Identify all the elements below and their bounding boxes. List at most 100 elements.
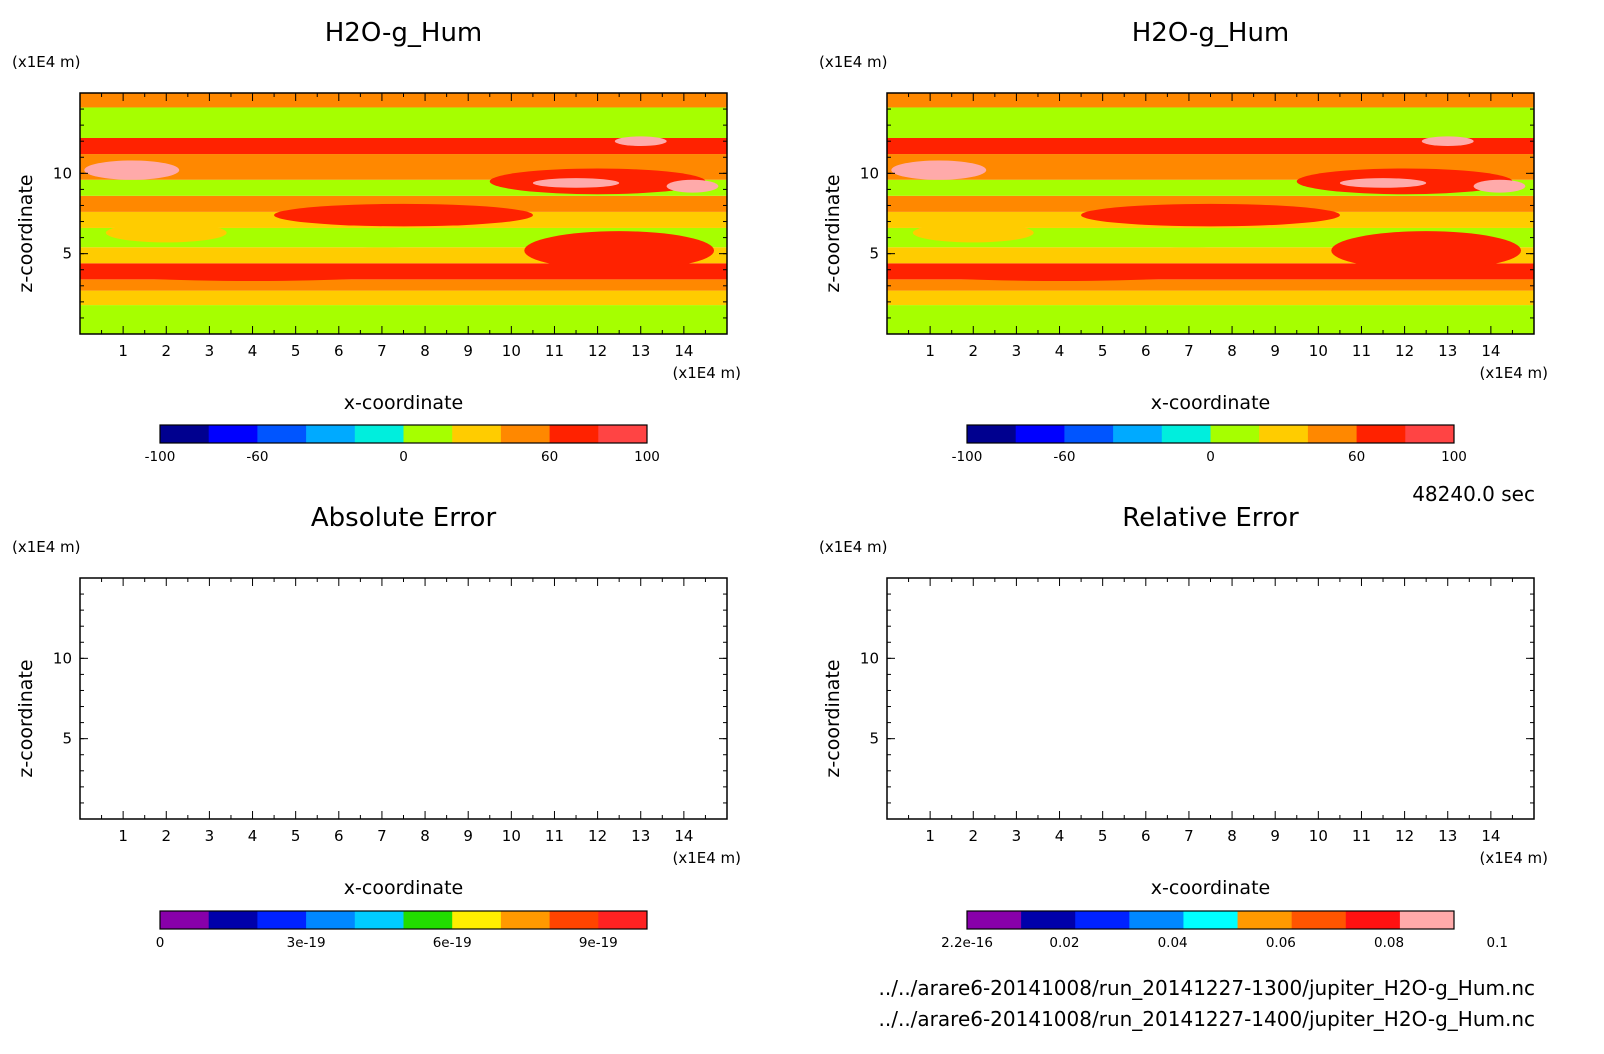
colorbar-swatch bbox=[403, 911, 453, 929]
colorbar-swatch bbox=[257, 911, 307, 929]
x-tick-label: 12 bbox=[1395, 827, 1414, 845]
plot-frame bbox=[886, 577, 1535, 820]
x-axis-label: x-coordinate bbox=[1151, 392, 1270, 414]
x-unit-label: (x1E4 m) bbox=[672, 364, 741, 382]
x-tick-label: 7 bbox=[377, 342, 387, 360]
colorbar-label: 0 bbox=[399, 449, 408, 465]
x-axis-label: x-coordinate bbox=[1151, 877, 1270, 899]
humidity-field bbox=[80, 93, 727, 334]
colorbar-frame bbox=[159, 910, 648, 930]
field-blob bbox=[532, 178, 620, 188]
colorbar-label: -60 bbox=[1053, 449, 1075, 465]
field-band bbox=[80, 93, 727, 108]
x-tick-label: 14 bbox=[674, 827, 693, 845]
x-tick-label: 12 bbox=[588, 827, 607, 845]
x-unit-label: (x1E4 m) bbox=[1479, 364, 1548, 382]
field-blob bbox=[891, 160, 987, 180]
field-blob bbox=[614, 136, 667, 147]
colorbar-swatch bbox=[306, 911, 356, 929]
colorbar-swatch bbox=[549, 911, 599, 929]
colorbar-label: 60 bbox=[541, 449, 558, 465]
field-blob bbox=[1111, 231, 1267, 248]
x-tick-label: 1 bbox=[925, 827, 935, 845]
x-tick-label: 8 bbox=[1227, 827, 1237, 845]
colorbar-swatch bbox=[1259, 425, 1309, 443]
field-blob bbox=[666, 179, 719, 193]
colorbar-label: 100 bbox=[634, 449, 660, 465]
field-band bbox=[80, 107, 727, 138]
x-tick-label: 12 bbox=[1395, 342, 1414, 360]
x-tick-label: 3 bbox=[205, 827, 215, 845]
x-tick-label: 13 bbox=[1438, 827, 1457, 845]
x-tick-label: 1 bbox=[118, 827, 128, 845]
x-tick-label: 5 bbox=[1098, 827, 1108, 845]
x-tick-label: 2 bbox=[161, 827, 171, 845]
colorbar-frame bbox=[966, 424, 1455, 444]
y-unit-label: (x1E4 m) bbox=[819, 538, 888, 556]
x-tick-label: 6 bbox=[334, 827, 344, 845]
x-tick-label: 5 bbox=[1098, 342, 1108, 360]
x-tick-label: 14 bbox=[1481, 342, 1500, 360]
y-tick-label: 5 bbox=[869, 730, 879, 748]
x-tick-label: 11 bbox=[545, 342, 564, 360]
colorbar: 0 3e-19 6e-19 9e-19 bbox=[156, 910, 648, 951]
field-blob bbox=[1339, 178, 1427, 188]
colorbar-label: 0.08 bbox=[1374, 935, 1404, 951]
colorbar-swatch bbox=[500, 911, 551, 929]
colorbar-swatch bbox=[1307, 425, 1358, 443]
field-band bbox=[887, 290, 1534, 306]
x-tick-label: 6 bbox=[1141, 342, 1151, 360]
colorbar-swatch bbox=[500, 425, 551, 443]
colorbar-swatch bbox=[598, 425, 648, 443]
colorbar-swatch bbox=[1405, 425, 1455, 443]
field-blob bbox=[1473, 179, 1526, 193]
x-tick-label: 8 bbox=[420, 827, 430, 845]
plot-frame bbox=[79, 577, 728, 820]
field-blob bbox=[274, 203, 533, 227]
colorbar-swatch bbox=[1291, 911, 1347, 929]
colorbar-label: 0 bbox=[1206, 449, 1215, 465]
x-tick-label: 14 bbox=[1481, 827, 1500, 845]
x-tick-label: 9 bbox=[463, 342, 473, 360]
x-tick-label: 6 bbox=[1141, 827, 1151, 845]
x-tick-label: 9 bbox=[1270, 342, 1280, 360]
colorbar-swatch bbox=[452, 425, 502, 443]
chart-title: Relative Error bbox=[1122, 503, 1299, 533]
colorbar-label: 60 bbox=[1348, 449, 1365, 465]
chart-title: Absolute Error bbox=[311, 503, 497, 533]
colorbar-swatch bbox=[1129, 911, 1184, 929]
x-tick-label: 11 bbox=[545, 827, 564, 845]
colorbar-swatch bbox=[1356, 425, 1406, 443]
colorbar-swatch bbox=[967, 911, 1022, 929]
colorbar-swatch bbox=[1399, 911, 1455, 929]
x-tick-label: 11 bbox=[1352, 342, 1371, 360]
x-tick-label: 10 bbox=[502, 342, 521, 360]
y-tick-label: 5 bbox=[62, 245, 72, 263]
y-tick-label: 5 bbox=[62, 730, 72, 748]
x-tick-label: 11 bbox=[1352, 827, 1371, 845]
x-tick-label: 9 bbox=[463, 827, 473, 845]
colorbar-swatch bbox=[967, 425, 1017, 443]
y-tick-label: 10 bbox=[860, 649, 879, 667]
colorbar-swatch bbox=[1345, 911, 1401, 929]
y-axis-label: z-coordinate bbox=[15, 659, 37, 777]
colorbar-swatch bbox=[1237, 911, 1293, 929]
chart-panel-2: H2O-g_Hum(x1E4 m)1 2 3 4 5 6 7 8 9 10 11 12 13 14510(… bbox=[819, 18, 1548, 465]
x-tick-label: 13 bbox=[631, 827, 650, 845]
colorbar-swatch bbox=[354, 911, 404, 929]
y-tick-label: 5 bbox=[869, 245, 879, 263]
x-tick-label: 12 bbox=[588, 342, 607, 360]
colorbar-label: 6e-19 bbox=[433, 935, 472, 951]
y-unit-label: (x1E4 m) bbox=[819, 53, 888, 71]
colorbar-swatch bbox=[160, 911, 210, 929]
x-tick-label: 4 bbox=[1055, 827, 1065, 845]
field-blob bbox=[84, 160, 180, 180]
x-tick-label: 10 bbox=[502, 827, 521, 845]
field-band bbox=[887, 305, 1534, 334]
field-band bbox=[80, 137, 727, 155]
field-band bbox=[887, 93, 1534, 108]
colorbar-label: 0 bbox=[156, 935, 165, 951]
field-blob bbox=[101, 264, 404, 281]
file-path-1: ../../arare6-20141008/run_20141227-1300/… bbox=[879, 976, 1535, 1000]
field-band bbox=[80, 195, 727, 212]
